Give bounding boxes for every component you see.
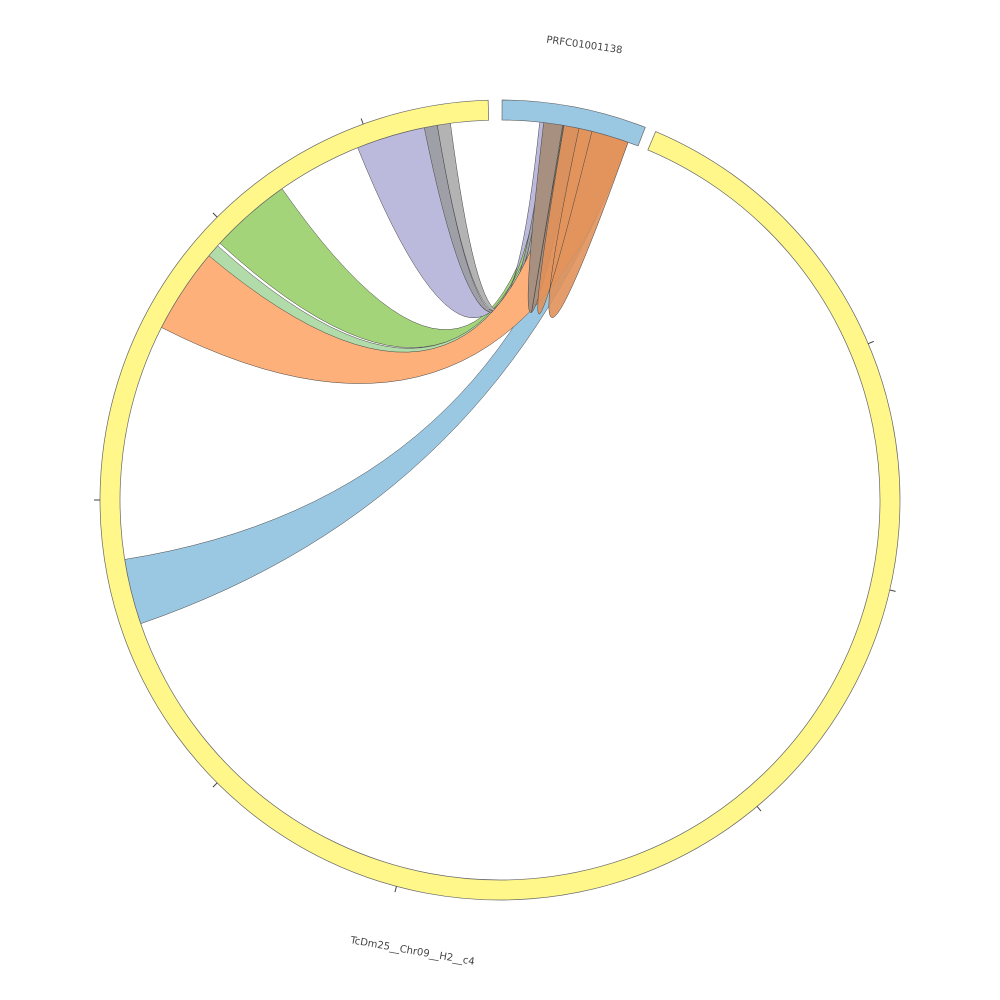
ticks (94, 118, 896, 893)
tick (212, 782, 218, 788)
tick (394, 886, 397, 893)
tick (212, 212, 218, 218)
segment-label: PRFC01001138 (546, 35, 623, 57)
ribbon (537, 125, 629, 318)
tick (868, 340, 874, 345)
segment (501, 99, 646, 147)
segment-label: TcDm25__Chr09__H2__c4 (348, 935, 475, 968)
tick (360, 118, 364, 125)
ribbons (124, 121, 629, 625)
segments (99, 99, 901, 901)
tick (889, 589, 896, 592)
tick (756, 806, 762, 812)
segment (99, 99, 901, 901)
